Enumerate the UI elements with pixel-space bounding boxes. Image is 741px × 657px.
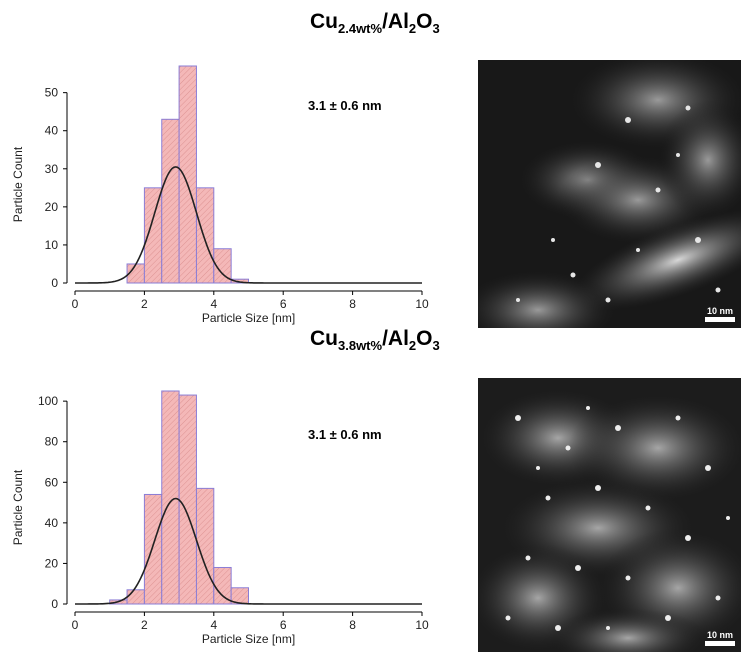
tem-image-2: 10 nm [478, 378, 741, 652]
y-tick-label: 80 [45, 435, 59, 449]
histogram-bar [161, 390, 180, 605]
title-text: Cu [310, 327, 338, 350]
tem-micrograph-2 [478, 378, 741, 652]
histogram-bar [230, 587, 249, 605]
histogram-bar [230, 278, 249, 284]
histogram-bar [178, 394, 197, 605]
y-tick-label: 30 [45, 162, 59, 176]
x-axis-label: Particle Size [nm] [202, 632, 295, 646]
title-subscript: 2 [408, 21, 417, 36]
x-tick-label: 2 [141, 297, 148, 311]
y-tick-label: 50 [45, 86, 59, 100]
tem-micrograph-1 [478, 60, 741, 328]
scale-bar-line [705, 317, 735, 322]
title-subscript: 3.8wt% [338, 338, 383, 353]
y-tick-label: 20 [45, 556, 59, 570]
x-tick-label: 8 [349, 618, 356, 632]
title-text: O [416, 327, 433, 350]
title-text: /Al [382, 327, 409, 350]
title-text: /Al [382, 10, 409, 33]
title-subscript: 3 [432, 21, 440, 36]
histogram-bar [195, 187, 215, 284]
tem-image-1: 10 nm [478, 60, 741, 328]
y-tick-label: 40 [45, 516, 59, 530]
y-axis-label: Particle Count [11, 146, 25, 222]
y-tick-label: 10 [45, 238, 59, 252]
x-tick-label: 4 [210, 618, 217, 632]
panel-1-title: Cu2.4wt%/Al2O3 [310, 10, 440, 36]
x-tick-label: 2 [141, 618, 148, 632]
scale-bar-label: 10 nm [706, 630, 733, 640]
title-text: Cu [310, 10, 338, 33]
histogram-bar [161, 118, 180, 284]
title-text: O [416, 10, 433, 33]
y-tick-label: 20 [45, 200, 59, 214]
y-axis-label: Particle Count [11, 469, 25, 545]
x-tick-label: 6 [280, 297, 287, 311]
x-tick-label: 6 [280, 618, 287, 632]
scale-bar-label: 10 nm [706, 306, 733, 316]
title-subscript: 2.4wt% [338, 21, 383, 36]
scale-bar-2: 10 nm [705, 630, 735, 646]
histogram-chart-2: 0 20 40 60 80 100 0 2 4 6 8 10 Particle Size [nm] Par… [11, 390, 429, 646]
histogram-chart-1: 0 10 20 30 40 50 0 2 4 6 8 10 Particle Size [nm] Part… [11, 65, 429, 325]
scale-bar-1: 10 nm [705, 306, 735, 322]
scale-bar-line [705, 641, 735, 646]
histogram-bar [143, 493, 163, 605]
y-tick-label: 100 [38, 394, 58, 408]
y-tick-label: 0 [51, 597, 58, 611]
y-tick-label: 60 [45, 475, 59, 489]
title-subscript: 2 [408, 338, 417, 353]
size-annotation: 3.1 ± 0.6 nm [308, 427, 382, 442]
x-tick-label: 10 [415, 618, 429, 632]
histogram-bar [213, 566, 232, 605]
gaussian-fit-line [75, 166, 422, 284]
x-tick-label: 8 [349, 297, 356, 311]
x-tick-label: 4 [210, 297, 217, 311]
y-tick-label: 40 [45, 124, 59, 138]
x-tick-label: 10 [415, 297, 429, 311]
gaussian-fit-line [75, 497, 422, 605]
x-tick-label: 0 [72, 297, 79, 311]
title-subscript: 3 [432, 338, 440, 353]
x-tick-label: 0 [72, 618, 79, 632]
size-annotation: 3.1 ± 0.6 nm [308, 98, 382, 113]
histogram-bar [126, 589, 145, 605]
y-tick-label: 0 [51, 276, 58, 290]
histogram-bar [213, 248, 232, 284]
panel-2-title: Cu3.8wt%/Al2O3 [310, 327, 440, 353]
x-axis-label: Particle Size [nm] [202, 311, 295, 325]
histogram-bar [178, 65, 197, 284]
